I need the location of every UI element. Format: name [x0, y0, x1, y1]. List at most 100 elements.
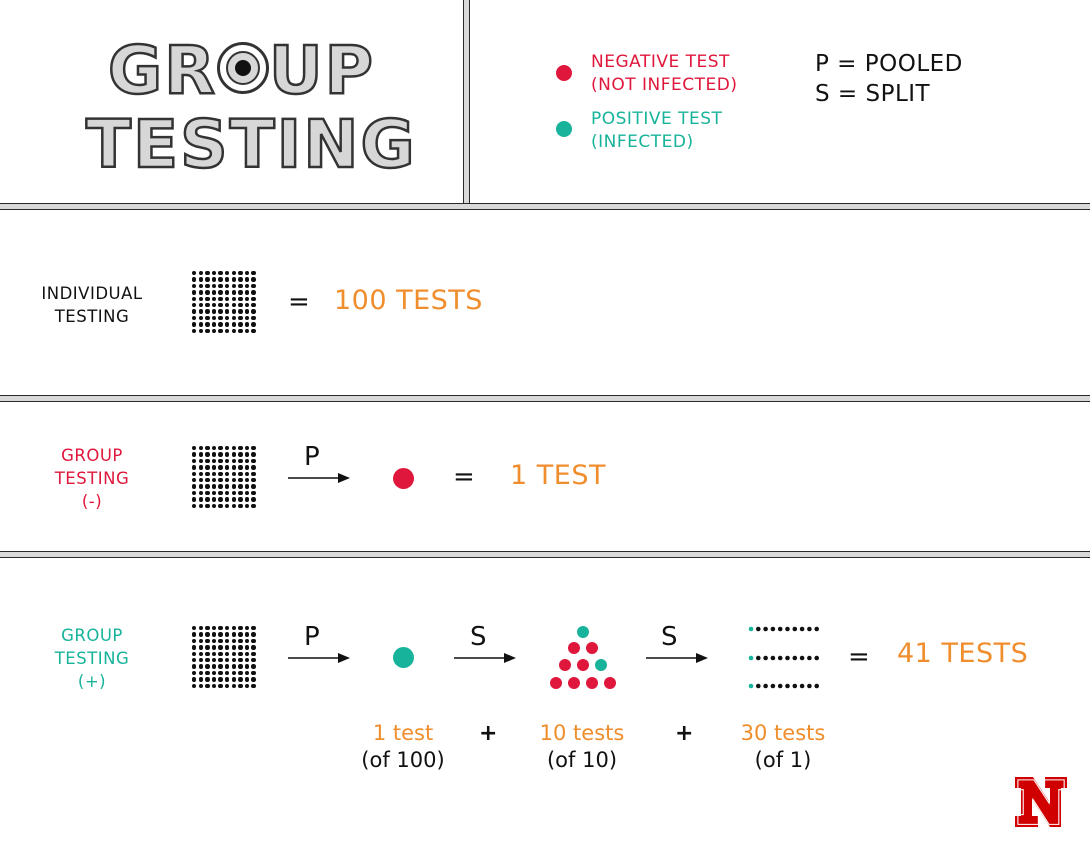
sample-dot [244, 465, 250, 470]
sample-dot [748, 626, 754, 632]
sample-dot [244, 645, 250, 650]
pooled-positive-dot-icon [393, 647, 414, 668]
sample-dot [244, 271, 250, 276]
sample-dot [748, 655, 754, 661]
sample-dot [211, 638, 217, 644]
sample-dot [238, 271, 243, 276]
sample-dot [238, 651, 243, 656]
sample-dot [244, 677, 250, 682]
sample-dot [192, 465, 197, 470]
sample-dot [205, 271, 210, 276]
sample-dot [244, 657, 250, 663]
sample-dot [807, 626, 812, 632]
sample-dot [224, 638, 230, 644]
sample-dot [211, 626, 217, 631]
sample-dot [198, 315, 203, 321]
title-part-b: UP [268, 32, 375, 109]
sample-dot [244, 458, 250, 464]
sample-dot [198, 657, 203, 663]
pooled-arrow-label-2: P [304, 622, 320, 652]
sample-dot [224, 446, 230, 451]
sample-dot [238, 664, 243, 669]
sample-dot [244, 471, 250, 476]
title-part-a: GR [107, 32, 217, 109]
sample-dot [251, 683, 256, 688]
sample-dot [218, 657, 223, 663]
sample-dot [205, 277, 210, 282]
sample-dot [251, 315, 256, 321]
sample-dot [231, 497, 236, 502]
sample-dot [224, 645, 230, 650]
sample-dot [198, 446, 203, 451]
pool-result-dot-icon [586, 642, 598, 654]
sample-dot [198, 271, 203, 276]
sample-dot [211, 452, 217, 457]
sample-dot [192, 626, 197, 631]
sample-dot [231, 322, 236, 327]
sample-dot [224, 626, 230, 631]
sample-dot [192, 683, 197, 688]
sample-dot [231, 490, 236, 496]
sample-dot [205, 471, 210, 476]
sample-dot [814, 655, 819, 661]
legend-negative: NEGATIVE TEST (NOT INFECTED) [591, 51, 738, 97]
sample-dot [224, 302, 230, 308]
bullseye-icon [217, 42, 269, 94]
sample-dot [231, 271, 236, 276]
sample-dot [244, 283, 250, 289]
sample-dot [211, 497, 217, 502]
sample-dot [218, 465, 223, 470]
sample-dot [192, 271, 197, 276]
group-positive-label-line1: GROUP [61, 626, 123, 645]
plus-sign-2: + [675, 721, 694, 746]
sample-dot [777, 626, 783, 632]
sample-dot [251, 302, 256, 308]
sample-dot [251, 677, 256, 682]
sample-dot [198, 322, 203, 327]
sample-dot [231, 290, 236, 295]
retest-row-3 [748, 683, 819, 689]
sample-dot [244, 626, 250, 631]
sample-dot [756, 683, 761, 689]
sample-dot [224, 683, 230, 688]
sample-dot [238, 322, 243, 327]
sample-dot [205, 638, 210, 644]
sample-dot [244, 477, 250, 483]
individual-label: INDIVIDUAL TESTING [27, 282, 157, 328]
sample-dot [218, 277, 223, 282]
sample-dot [192, 490, 197, 496]
sample-dot [211, 632, 217, 637]
sample-dot [238, 490, 243, 496]
sample-dot [231, 328, 236, 333]
sample-dot [244, 670, 250, 676]
sample-dot [231, 277, 236, 282]
sample-dot [224, 283, 230, 289]
sample-dot [244, 290, 250, 295]
sample-dot [231, 458, 236, 464]
sample-dot [785, 683, 790, 689]
sample-dot [244, 452, 250, 457]
individual-retest-rows [748, 626, 819, 689]
sample-dot [211, 645, 217, 650]
sample-dot [251, 309, 256, 314]
legend-negative-line2: (NOT INFECTED) [591, 75, 738, 95]
sample-dot [238, 477, 243, 483]
sample-dot [244, 683, 250, 688]
sample-dot [224, 452, 230, 457]
sample-dot [244, 490, 250, 496]
sample-dot [231, 651, 236, 656]
retest-row-1 [748, 626, 819, 632]
sample-dot [192, 664, 197, 669]
sample-dot [814, 683, 819, 689]
step2-count: 10 tests (of 10) [522, 720, 642, 774]
sample-dot [211, 277, 217, 282]
header-divider-vertical [463, 0, 470, 205]
sample-dot [211, 322, 217, 327]
sample-dot [192, 322, 197, 327]
sample-dot [218, 626, 223, 631]
sample-dot [198, 632, 203, 637]
sample-dot [211, 664, 217, 669]
sample-dot [192, 645, 197, 650]
sample-dot [218, 677, 223, 682]
pool-result-dot-icon [577, 626, 589, 638]
